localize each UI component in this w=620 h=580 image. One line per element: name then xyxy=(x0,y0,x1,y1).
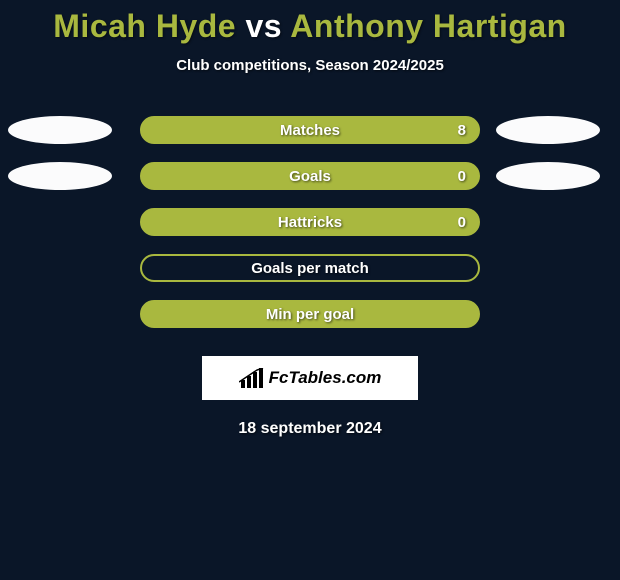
vs-text: vs xyxy=(245,8,282,44)
comparison-card: Micah Hyde vs Anthony Hartigan Club comp… xyxy=(0,0,620,438)
stat-value: 8 xyxy=(458,122,466,139)
stat-bar: Matches 8 xyxy=(140,116,480,144)
player1-name: Micah Hyde xyxy=(53,8,236,44)
stat-row: Goals per match xyxy=(0,254,620,282)
stat-label: Matches xyxy=(280,122,340,139)
player2-name: Anthony Hartigan xyxy=(290,8,566,44)
stat-label: Goals xyxy=(289,168,331,185)
stat-value: 0 xyxy=(458,168,466,185)
stat-bar: Goals 0 xyxy=(140,162,480,190)
stat-label: Goals per match xyxy=(251,260,369,277)
player1-ellipse xyxy=(8,162,112,190)
player2-ellipse xyxy=(496,116,600,144)
stat-label: Hattricks xyxy=(278,214,342,231)
logo-box: FcTables.com xyxy=(202,356,418,400)
stat-bar: Min per goal xyxy=(140,300,480,328)
player2-ellipse xyxy=(496,162,600,190)
stat-row: Matches 8 xyxy=(0,116,620,144)
stat-value: 0 xyxy=(458,214,466,231)
stat-label: Min per goal xyxy=(266,306,354,323)
stats-rows: Matches 8 Goals 0 Hattricks 0 Goals per match M… xyxy=(0,116,620,328)
date-text: 18 september 2024 xyxy=(0,420,620,438)
stat-row: Min per goal xyxy=(0,300,620,328)
logo-text: FcTables.com xyxy=(269,368,382,388)
logo: FcTables.com xyxy=(239,368,382,388)
page-title: Micah Hyde vs Anthony Hartigan xyxy=(0,8,620,45)
stat-bar: Goals per match xyxy=(140,254,480,282)
subtitle: Club competitions, Season 2024/2025 xyxy=(0,57,620,74)
stat-row: Goals 0 xyxy=(0,162,620,190)
stat-bar: Hattricks 0 xyxy=(140,208,480,236)
stat-row: Hattricks 0 xyxy=(0,208,620,236)
player1-ellipse xyxy=(8,116,112,144)
chart-icon xyxy=(239,368,265,388)
